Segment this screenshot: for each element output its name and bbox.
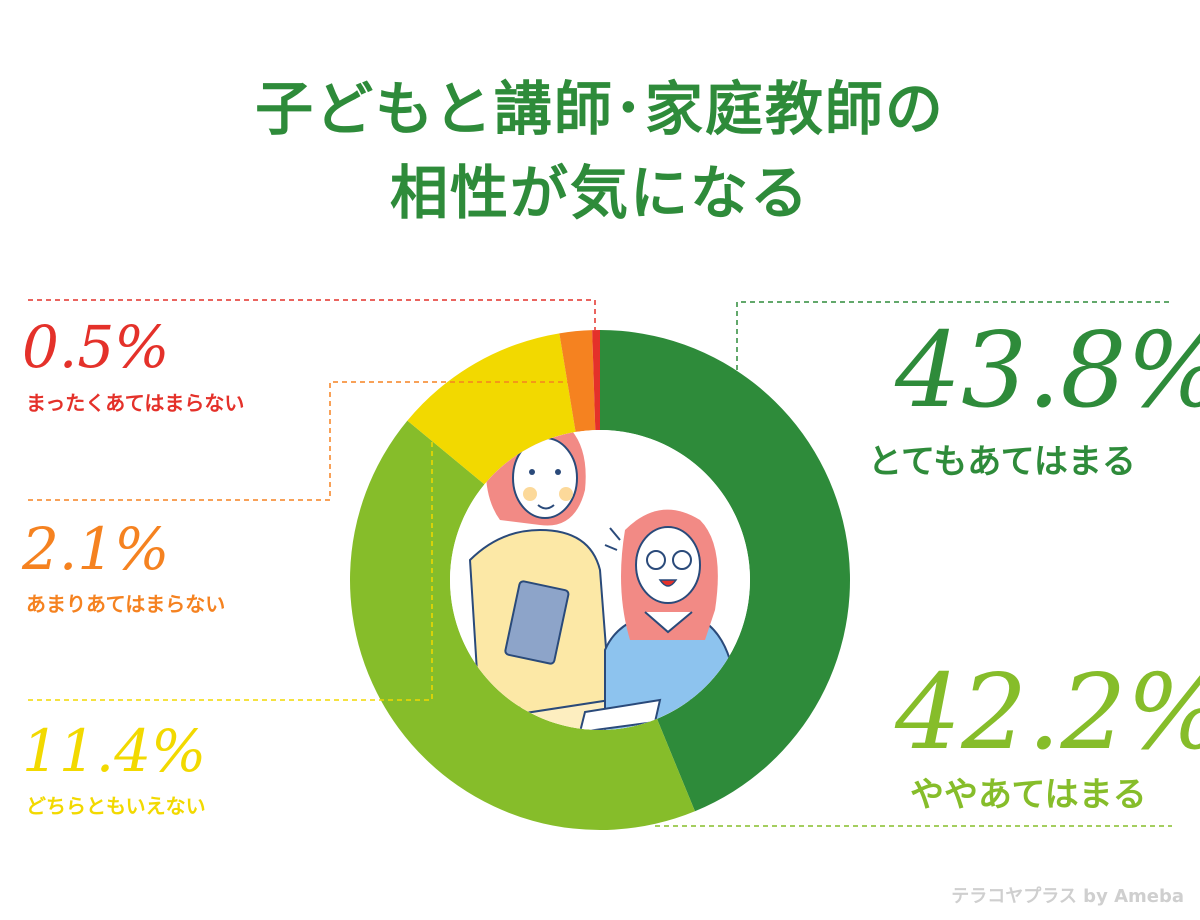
connector-line-0 [28,299,596,330]
chart-title-line-2: 相性が気になる [389,159,810,227]
connector-line-1 [28,381,580,501]
value-label-42.2: 42.2% [895,651,1200,773]
donut-slice-4 [592,330,600,431]
category-label-very-much: とてもあてはまる [868,442,1136,482]
donut-slice-3 [559,330,596,432]
value-label-0.5: 0.5% [22,313,170,381]
connector-line-2 [28,440,433,701]
chart-title-line-1: 子どもと講師･家庭教師の [255,75,945,143]
category-label-neither: どちらともいえない [26,794,206,818]
value-label-43.8: 43.8% [895,309,1200,431]
donut-slice-1 [350,420,695,830]
donut-slice-2 [407,333,576,485]
value-label-2.1: 2.1% [22,515,170,583]
donut-slice-0 [600,330,851,812]
category-label-not-much: あまりあてはまらない [26,592,226,616]
category-label-somewhat: ややあてはまる [910,775,1147,815]
connector-line-3 [736,301,1172,370]
category-label-not-at-all: まったくあてはまらない [26,391,245,415]
watermark: テラコヤプラス by Ameba [951,886,1184,907]
value-label-11.4: 11.4% [22,717,207,785]
